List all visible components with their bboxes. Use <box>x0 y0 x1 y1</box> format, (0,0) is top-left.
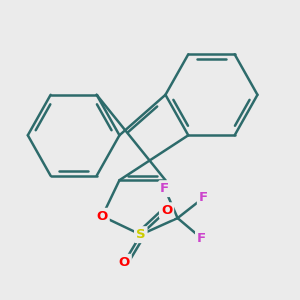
Text: O: O <box>161 204 172 217</box>
Text: F: F <box>199 191 208 204</box>
Text: O: O <box>97 210 108 223</box>
Text: O: O <box>118 256 130 269</box>
Text: F: F <box>160 182 169 195</box>
Text: F: F <box>197 232 206 245</box>
Text: S: S <box>136 228 146 241</box>
